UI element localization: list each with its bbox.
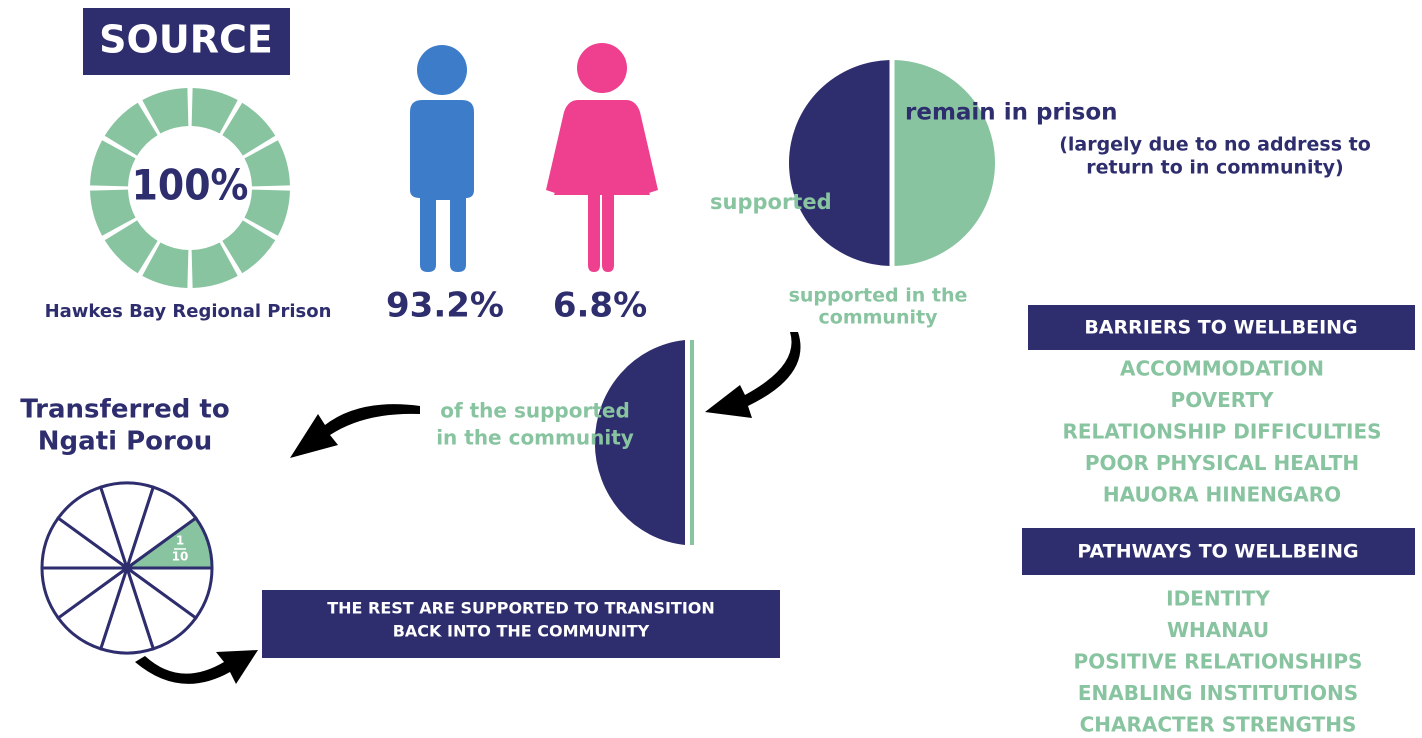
donut-segment [222, 102, 276, 156]
subset-label: of the supported [440, 399, 630, 423]
supported-community-label: supported in the [789, 285, 968, 307]
donut-segment [90, 140, 136, 187]
pie-supported [789, 60, 892, 266]
pathways-box [1022, 528, 1415, 575]
ten-pie [40, 481, 214, 655]
donut-segment [191, 88, 238, 134]
female-percent: 6.8% [553, 286, 647, 326]
list-item: RELATIONSHIP DIFFICULTIES [1062, 420, 1381, 444]
list-item: POSITIVE RELATIONSHIPS [1074, 650, 1363, 674]
pie-remain [892, 60, 995, 266]
barriers-title: BARRIERS TO WELLBEING [1084, 317, 1357, 339]
donut-segment [142, 88, 189, 134]
pie-slice [124, 485, 198, 572]
transfer-title: Transferred to [20, 395, 229, 425]
list-item: WHANAU [1167, 618, 1269, 642]
barriers-box [1028, 305, 1415, 350]
subset-label: in the community [436, 426, 634, 450]
arrows [135, 332, 801, 684]
supported-label: supported [710, 190, 832, 214]
remain-note: return to in community) [1086, 157, 1343, 179]
fraction-numerator: 1 [176, 534, 184, 548]
fraction-denominator: 10 [172, 550, 189, 564]
remain-label: remain in prison [905, 100, 1118, 126]
list-item: ENABLING INSTITUTIONS [1078, 681, 1358, 705]
donut-segment [104, 102, 158, 156]
subset-half [594, 340, 685, 545]
male-percent: 93.2% [386, 286, 504, 326]
donut [90, 88, 290, 288]
list-item: ACCOMMODATION [1120, 357, 1324, 381]
donut-segment [244, 189, 290, 236]
list-item: POOR PHYSICAL HEALTH [1085, 451, 1359, 475]
donut-segment [90, 189, 136, 236]
donut-segment [244, 140, 290, 187]
donut-segment [222, 220, 276, 274]
donut-label: 100% [132, 161, 249, 210]
transfer-title: Ngati Porou [38, 427, 212, 457]
list-item: CHARACTER STRENGTHS [1080, 713, 1357, 737]
male-icon [410, 45, 474, 272]
list-item: POVERTY [1171, 388, 1274, 412]
donut-segment [191, 242, 238, 288]
donut-segment [142, 242, 189, 288]
source-box [83, 8, 290, 75]
source-title: SOURCE [99, 18, 273, 62]
rest-text: BACK INTO THE COMMUNITY [393, 622, 650, 641]
female-icon [546, 43, 658, 272]
donut-segment [104, 220, 158, 274]
pathways-title: PATHWAYS TO WELLBEING [1077, 541, 1358, 563]
rest-text: THE REST ARE SUPPORTED TO TRANSITION [327, 599, 715, 618]
remain-note: (largely due to no address to [1059, 134, 1371, 156]
prison-name: Hawkes Bay Regional Prison [45, 301, 332, 322]
list-item: IDENTITY [1166, 587, 1270, 611]
supported-community-label: community [819, 307, 939, 329]
rest-box [262, 590, 780, 658]
list-item: HAUORA HINENGARO [1103, 483, 1341, 507]
